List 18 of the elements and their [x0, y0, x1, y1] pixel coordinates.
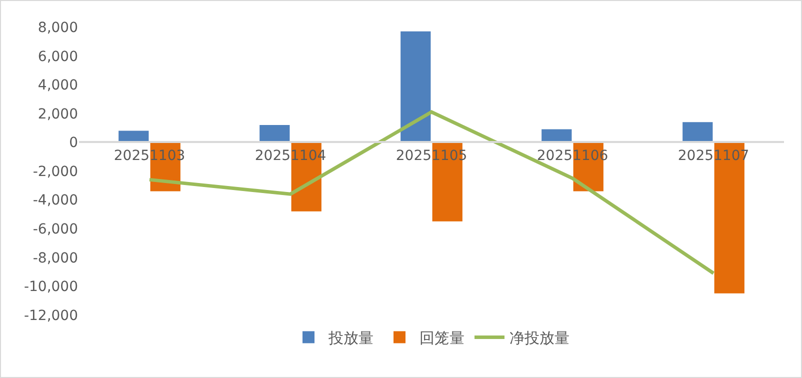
- bar: [260, 124, 290, 142]
- y-tick-label: 8,000: [38, 20, 78, 36]
- legend-label: 投放量: [328, 329, 374, 348]
- bar: [682, 122, 713, 142]
- y-tick-label: 6,000: [38, 48, 78, 65]
- y-tick-label: -12,000: [24, 308, 78, 324]
- y-tick-label: -6,000: [32, 222, 78, 238]
- legend-label: 回笼量: [420, 329, 464, 348]
- y-tick-label: 4,000: [38, 78, 78, 94]
- y-tick-label: -8,000: [32, 250, 78, 266]
- y-tick-label: -10,000: [24, 279, 78, 296]
- y-tick-label: -4,000: [32, 192, 78, 209]
- legend-label: 净投放量: [510, 329, 570, 348]
- y-tick-label: 2,000: [38, 106, 78, 122]
- y-tick-label: -2,000: [32, 164, 78, 180]
- bar: [400, 31, 431, 142]
- y-tick-label: 0: [69, 135, 78, 152]
- bar: [118, 130, 149, 142]
